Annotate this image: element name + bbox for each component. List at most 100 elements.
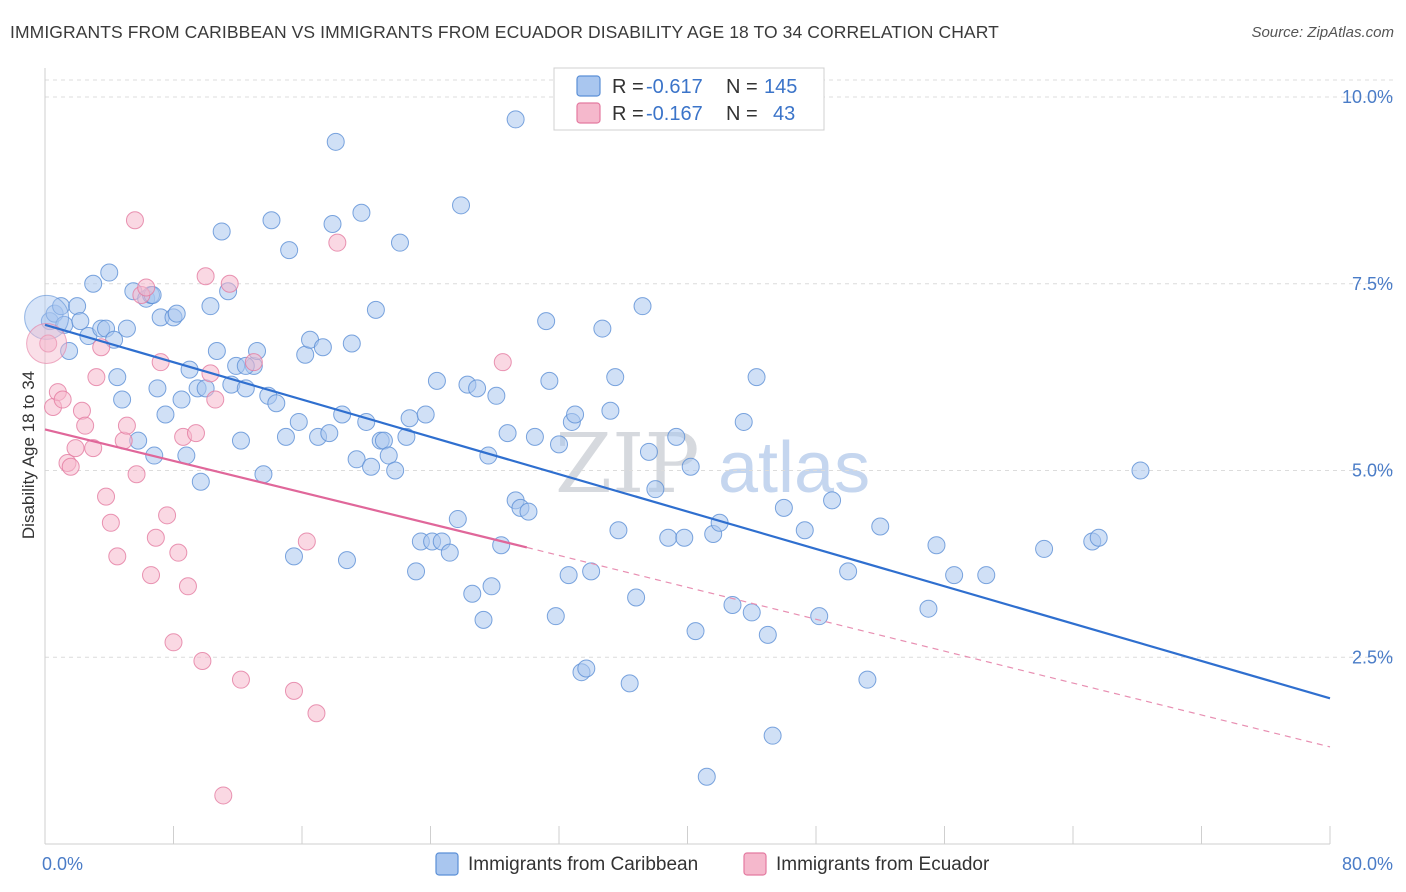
ecuador-point-42 bbox=[493, 353, 512, 372]
caribbean-point-121 bbox=[723, 595, 742, 614]
caribbean-point-112 bbox=[646, 480, 665, 499]
ecuador-point-24 bbox=[158, 506, 177, 525]
x-tick-label-0: 0.0% bbox=[42, 854, 83, 874]
ecuador-point-34 bbox=[214, 786, 233, 805]
ecuador-point-26 bbox=[169, 543, 188, 562]
caribbean-point-72 bbox=[407, 562, 426, 581]
caribbean-point-69 bbox=[390, 233, 409, 252]
x-tick-label-1: 80.0% bbox=[1342, 854, 1393, 874]
ecuador-point-14 bbox=[108, 547, 127, 566]
caribbean-point-113 bbox=[659, 528, 678, 547]
caribbean-point-42 bbox=[254, 465, 273, 484]
chart-title: IMMIGRANTS FROM CARIBBEAN VS IMMIGRANTS … bbox=[10, 22, 999, 42]
caribbean-point-14 bbox=[113, 390, 132, 409]
legend-n-label-1: N = bbox=[726, 76, 758, 98]
caribbean-point-143 bbox=[506, 110, 525, 129]
caribbean-point-63 bbox=[362, 457, 381, 476]
ecuador-point-16 bbox=[117, 416, 136, 435]
caribbean-point-58 bbox=[337, 551, 356, 570]
caribbean-point-26 bbox=[172, 390, 191, 409]
caribbean-point-138 bbox=[1035, 539, 1054, 558]
caribbean-point-23 bbox=[156, 405, 175, 424]
series-ecuador-points bbox=[26, 211, 512, 805]
caribbean-point-11 bbox=[100, 263, 119, 282]
x-tick-labels: 0.0% 80.0% bbox=[42, 854, 1393, 874]
caribbean-point-67 bbox=[379, 446, 398, 465]
caribbean-point-114 bbox=[667, 427, 686, 446]
legend-n-value-1: 145 bbox=[764, 76, 797, 98]
caribbean-point-8 bbox=[84, 274, 103, 293]
legend-n-label-2: N = bbox=[726, 103, 758, 125]
caribbean-point-49 bbox=[289, 412, 308, 431]
caribbean-point-61 bbox=[352, 203, 371, 222]
caribbean-point-133 bbox=[871, 517, 890, 536]
caribbean-point-55 bbox=[323, 214, 342, 233]
ecuador-point-39 bbox=[297, 532, 316, 551]
bottom-legend-label-ecuador: Immigrants from Ecuador bbox=[776, 854, 990, 875]
ecuador-point-41 bbox=[328, 233, 347, 252]
ecuador-point-36 bbox=[231, 670, 250, 689]
ecuador-point-12 bbox=[97, 487, 116, 506]
caribbean-point-6 bbox=[71, 312, 90, 331]
caribbean-point-141 bbox=[1131, 461, 1150, 480]
caribbean-point-71 bbox=[400, 409, 419, 428]
ecuador-point-21 bbox=[142, 566, 161, 585]
ecuador-point-5 bbox=[61, 457, 80, 476]
caribbean-point-126 bbox=[763, 726, 782, 745]
ecuador-point-8 bbox=[76, 416, 95, 435]
ecuador-point-25 bbox=[164, 633, 183, 652]
caribbean-point-87 bbox=[487, 386, 506, 405]
legend-n-value-2: 43 bbox=[773, 103, 795, 125]
caribbean-point-64 bbox=[366, 300, 385, 319]
caribbean-point-47 bbox=[280, 241, 299, 260]
caribbean-point-124 bbox=[747, 368, 766, 387]
stats-legend: R = -0.617 N = 145 R = -0.167 N = 43 bbox=[553, 67, 825, 131]
caribbean-point-93 bbox=[525, 427, 544, 446]
legend-swatch-caribbean bbox=[576, 75, 601, 97]
caribbean-point-15 bbox=[117, 319, 136, 338]
caribbean-point-82 bbox=[463, 584, 482, 603]
caribbean-point-97 bbox=[550, 435, 568, 454]
y-tick-label-3: 10.0% bbox=[1342, 87, 1393, 107]
caribbean-point-78 bbox=[440, 543, 459, 562]
caribbean-point-5 bbox=[68, 297, 87, 316]
caribbean-point-132 bbox=[858, 670, 877, 689]
caribbean-point-54 bbox=[320, 424, 339, 443]
caribbean-point-118 bbox=[697, 767, 716, 786]
y-axis-title: Disability Age 18 to 34 bbox=[19, 371, 38, 539]
ecuador-point-40 bbox=[307, 704, 326, 723]
bottom-legend-swatch-ecuador bbox=[743, 852, 767, 876]
caribbean-point-86 bbox=[482, 577, 501, 596]
caribbean-point-103 bbox=[582, 562, 601, 581]
y-tick-label-1: 5.0% bbox=[1352, 461, 1393, 481]
bottom-legend-label-caribbean: Immigrants from Caribbean bbox=[468, 854, 698, 875]
caribbean-point-98 bbox=[559, 566, 578, 585]
caribbean-point-59 bbox=[342, 334, 361, 353]
caribbean-point-79 bbox=[448, 510, 467, 529]
caribbean-point-105 bbox=[601, 401, 620, 420]
ecuador-point-18 bbox=[127, 465, 146, 484]
axes bbox=[44, 68, 1331, 845]
ecuador-point-20 bbox=[137, 278, 156, 297]
ecuador-point-3 bbox=[53, 390, 72, 409]
chart-source: Source: ZipAtlas.com bbox=[1251, 24, 1394, 41]
legend-r-label-2: R = bbox=[612, 103, 644, 125]
caribbean-point-30 bbox=[191, 472, 210, 491]
caribbean-point-136 bbox=[945, 566, 964, 585]
caribbean-point-32 bbox=[201, 297, 220, 316]
caribbean-point-96 bbox=[546, 607, 565, 626]
caribbean-point-92 bbox=[519, 502, 538, 521]
caribbean-point-48 bbox=[284, 547, 303, 566]
caribbean-point-122 bbox=[734, 412, 753, 431]
ecuador-point-38 bbox=[284, 681, 303, 700]
legend-swatch-ecuador bbox=[576, 102, 601, 124]
caribbean-point-21 bbox=[148, 379, 167, 398]
legend-r-value-2: -0.167 bbox=[646, 103, 703, 125]
caribbean-point-44 bbox=[262, 211, 281, 230]
caribbean-point-137 bbox=[977, 566, 996, 585]
ecuador-point-0 bbox=[39, 334, 58, 353]
y-tick-labels: 2.5% 5.0% 7.5% 10.0% bbox=[1342, 87, 1393, 667]
caribbean-point-66 bbox=[374, 431, 393, 450]
ecuador-point-large bbox=[26, 323, 68, 365]
